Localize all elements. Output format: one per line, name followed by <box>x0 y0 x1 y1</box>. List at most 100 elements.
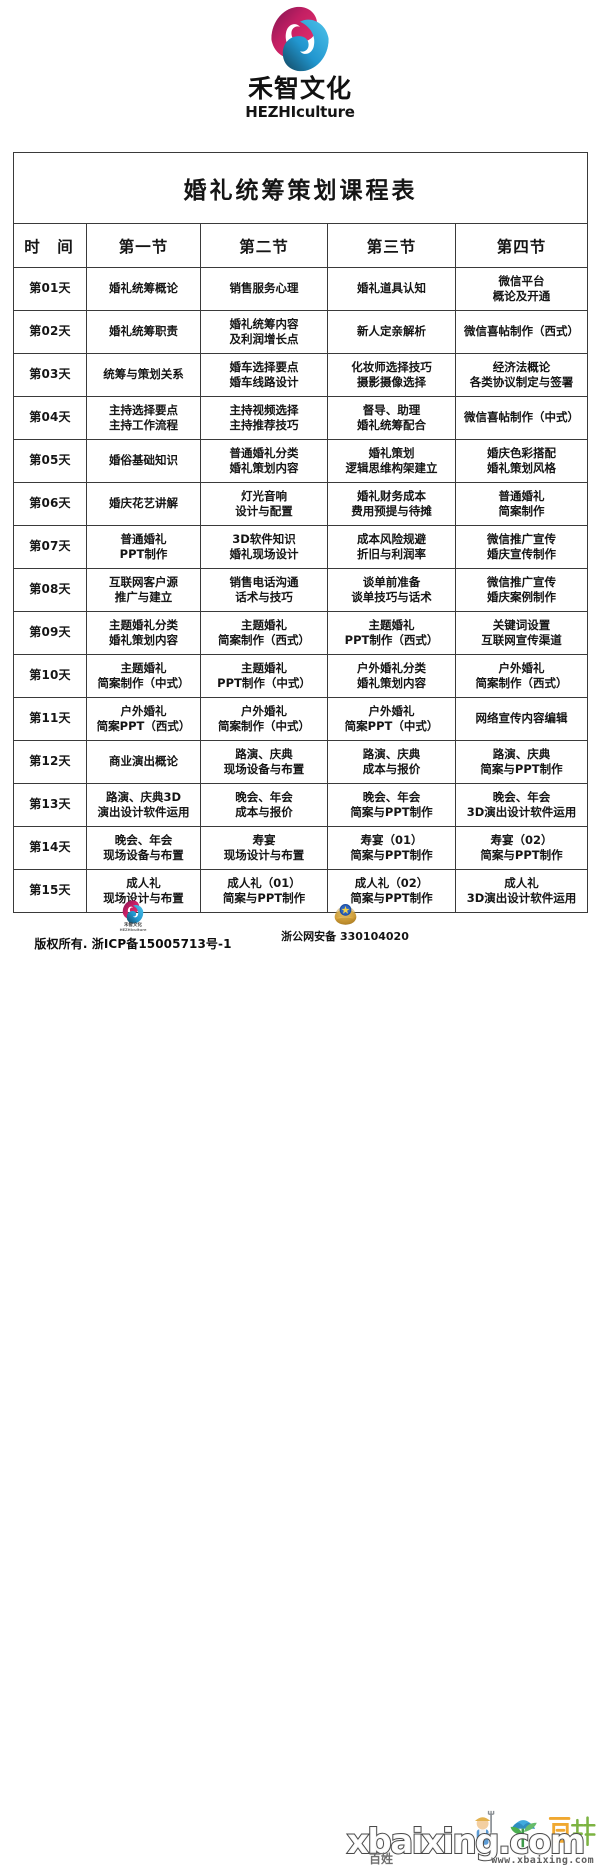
cell-line: 灯光音响 <box>241 488 287 503</box>
cell-line: 互联网客户源 <box>109 574 178 589</box>
table-row: 第03天 统筹与策划关系 婚车选择要点 婚车线路设计 化妆师选择技巧 摄影摄像选择 经济法概… <box>13 353 589 397</box>
cell-period-1: 普通婚礼 PPT制作 <box>86 525 201 569</box>
cell-line: 简案与PPT制作 <box>350 848 433 862</box>
cell-line: 现场设计与布置 <box>103 891 184 905</box>
cell-period-4: 普通婚礼 简案制作 <box>454 482 589 526</box>
cell-line: 婚礼策划 <box>368 445 415 460</box>
cell-line: 婚礼财务成本 <box>357 488 426 503</box>
cell-period-1: 商业演出概论 <box>86 740 201 784</box>
watermark-domain-text: xbaixing.com <box>346 1821 586 1863</box>
cell-line: 婚车选择要点 <box>229 359 299 374</box>
cell-line: 谈单前准备 <box>362 574 421 589</box>
column-header-period-1: 第一节 <box>86 223 201 268</box>
cell-line: 简案PPT（中式） <box>344 719 439 733</box>
hezhi-swirl-logo-icon <box>271 6 329 72</box>
cell-line: 费用预提与待摊 <box>351 504 432 518</box>
cell-period-2: 主题婚礼 简案制作（西式） <box>200 611 328 655</box>
table-row: 第04天 主持选择要点 主持工作流程 主持视频选择 主持推荐技巧 督导、助理 婚礼统筹配合微… <box>13 396 589 440</box>
cell-period-3: 婚礼财务成本 费用预提与待摊 <box>327 482 456 526</box>
cell-day: 第08天 <box>13 568 87 612</box>
cell-period-3: 户外婚礼分类 婚礼策划内容 <box>327 654 456 698</box>
cell-period-3: 晚会、年会 简案与PPT制作 <box>327 783 456 827</box>
cell-line: PPT制作 <box>119 547 168 561</box>
cell-day: 第02天 <box>13 310 87 354</box>
cell-period-1: 统筹与策划关系 <box>86 353 201 397</box>
cell-period-3: 路演、庆典 成本与报价 <box>327 740 456 784</box>
cell-day: 第11天 <box>13 697 87 741</box>
cell-day: 第03天 <box>13 353 87 397</box>
cell-line: 成本与报价 <box>362 762 421 776</box>
cell-line: 统筹与策划关系 <box>103 367 184 382</box>
cell-period-3: 寿宴（01） 简案与PPT制作 <box>327 826 456 870</box>
site-watermark: xbaixing.com 百姓 www.xbaixing.com <box>346 1808 600 1868</box>
cell-period-1: 晚会、年会 现场设备与布置 <box>86 826 201 870</box>
cell-period-1: 户外婚礼 简案PPT（西式） <box>86 697 201 741</box>
cell-line: 主题婚礼 <box>368 617 415 632</box>
cell-line: 婚庆案例制作 <box>487 590 556 604</box>
cell-line: 普通婚礼 <box>120 531 167 546</box>
brand-name-cn: 禾智文化 <box>247 74 352 103</box>
cell-line: 成人礼 <box>126 875 161 890</box>
cell-line: 商业演出概论 <box>109 754 178 769</box>
cell-period-2: 3D软件知识 婚礼现场设计 <box>200 525 328 569</box>
cell-period-1: 路演、庆典3D 演出设计软件运用 <box>86 783 201 827</box>
cell-line: 婚俗基础知识 <box>109 453 178 468</box>
cell-line: 婚礼策划风格 <box>487 461 556 475</box>
cell-period-2: 普通婚礼分类 婚礼策划内容 <box>200 439 328 483</box>
cell-line: 话术与技巧 <box>235 590 293 604</box>
cell-day: 第09天 <box>13 611 87 655</box>
cell-period-4: 网络宣传内容编辑 <box>454 697 589 741</box>
cell-period-3: 户外婚礼 简案PPT（中式） <box>327 697 456 741</box>
cell-line: 婚礼策划内容 <box>357 676 426 690</box>
cell-period-2: 灯光音响 设计与配置 <box>200 482 328 526</box>
cell-line: 主持工作流程 <box>109 418 178 432</box>
column-header-period-2: 第二节 <box>200 223 328 268</box>
xbaixing-mascot-icon <box>475 1810 596 1848</box>
cell-line: 网络宣传内容编辑 <box>475 711 568 726</box>
cell-period-2: 婚礼统筹内容 及利润增长点 <box>200 310 328 354</box>
cell-period-4: 婚庆色彩搭配 婚礼策划风格 <box>454 439 589 483</box>
cell-period-4: 微信喜帖制作（西式） <box>454 310 589 354</box>
cell-line: 简案制作 <box>498 504 545 518</box>
cell-period-4: 户外婚礼 简案制作（西式） <box>454 654 589 698</box>
cell-line: 普通婚礼 <box>498 488 545 503</box>
column-header-time: 时 间 <box>13 223 87 268</box>
cell-line: 婚礼统筹职责 <box>109 324 178 339</box>
cell-day: 第07天 <box>13 525 87 569</box>
page-title: 婚礼统筹策划课程表 <box>12 152 589 224</box>
cell-period-2: 户外婚礼 简案制作（中式） <box>200 697 328 741</box>
table-row: 第05天 婚俗基础知识 普通婚礼分类 婚礼策划内容 婚礼策划 逻辑思维构架建立 婚庆色彩搭配… <box>13 439 589 483</box>
cell-line: 演出设计软件运用 <box>97 805 190 819</box>
cell-line: 路演、庆典3D <box>105 789 182 804</box>
cell-day: 第14天 <box>13 826 87 870</box>
cell-day: 第13天 <box>13 783 87 827</box>
table-row: 第07天 普通婚礼 PPT制作 3D软件知识 婚礼现场设计 成本风险规避 折旧与利润率 微信推… <box>13 525 589 569</box>
cell-period-4: 微信推广宣传 婚庆案例制作 <box>454 568 589 612</box>
cell-period-1: 婚俗基础知识 <box>86 439 201 483</box>
cell-period-2: 晚会、年会 成本与报价 <box>200 783 328 827</box>
cell-line: 户外婚礼 <box>241 703 287 718</box>
cell-line: 户外婚礼 <box>368 703 415 718</box>
brand-header: 禾智文化 HEZHIculture <box>0 0 600 140</box>
table-row: 第09天 主题婚礼分类 婚礼策划内容 主题婚礼 简案制作（西式） 主题婚礼 PPT制作（西式… <box>13 611 589 655</box>
cell-period-2: 寿宴 现场设计与布置 <box>200 826 328 870</box>
hezhi-swirl-logo-small-icon <box>122 900 144 924</box>
cell-period-1: 主题婚礼分类 婚礼策划内容 <box>86 611 201 655</box>
cell-day: 第10天 <box>13 654 87 698</box>
cell-period-1: 主题婚礼 简案制作（中式） <box>86 654 201 698</box>
cell-period-4: 微信平台 概论及开通 <box>454 267 589 311</box>
cell-period-1: 互联网客户源 推广与建立 <box>86 568 201 612</box>
cell-line: 成本与报价 <box>235 805 293 819</box>
table-row: 第15天 成人礼 现场设计与布置 成人礼（01） 简案与PPT制作 成人礼（02） 简案与P… <box>13 869 589 913</box>
cell-period-2: 主题婚礼 PPT制作（中式） <box>200 654 328 698</box>
cell-line: 成人礼（02） <box>354 875 429 890</box>
cell-day: 第01天 <box>13 267 87 311</box>
cell-line: 3D演出设计软件运用 <box>466 805 577 819</box>
cell-period-2: 成人礼（01） 简案与PPT制作 <box>200 869 328 913</box>
cell-line: 寿宴 <box>252 832 276 847</box>
copyright-icp-text: 版权所有. 浙ICP备15005713号-1 <box>34 936 232 951</box>
cell-line: 晚会、年会 <box>114 832 173 847</box>
watermark-url-text: www.xbaixing.com <box>491 1855 594 1866</box>
column-header-period-3: 第三节 <box>327 223 456 268</box>
cell-line: 普通婚礼分类 <box>229 445 299 460</box>
